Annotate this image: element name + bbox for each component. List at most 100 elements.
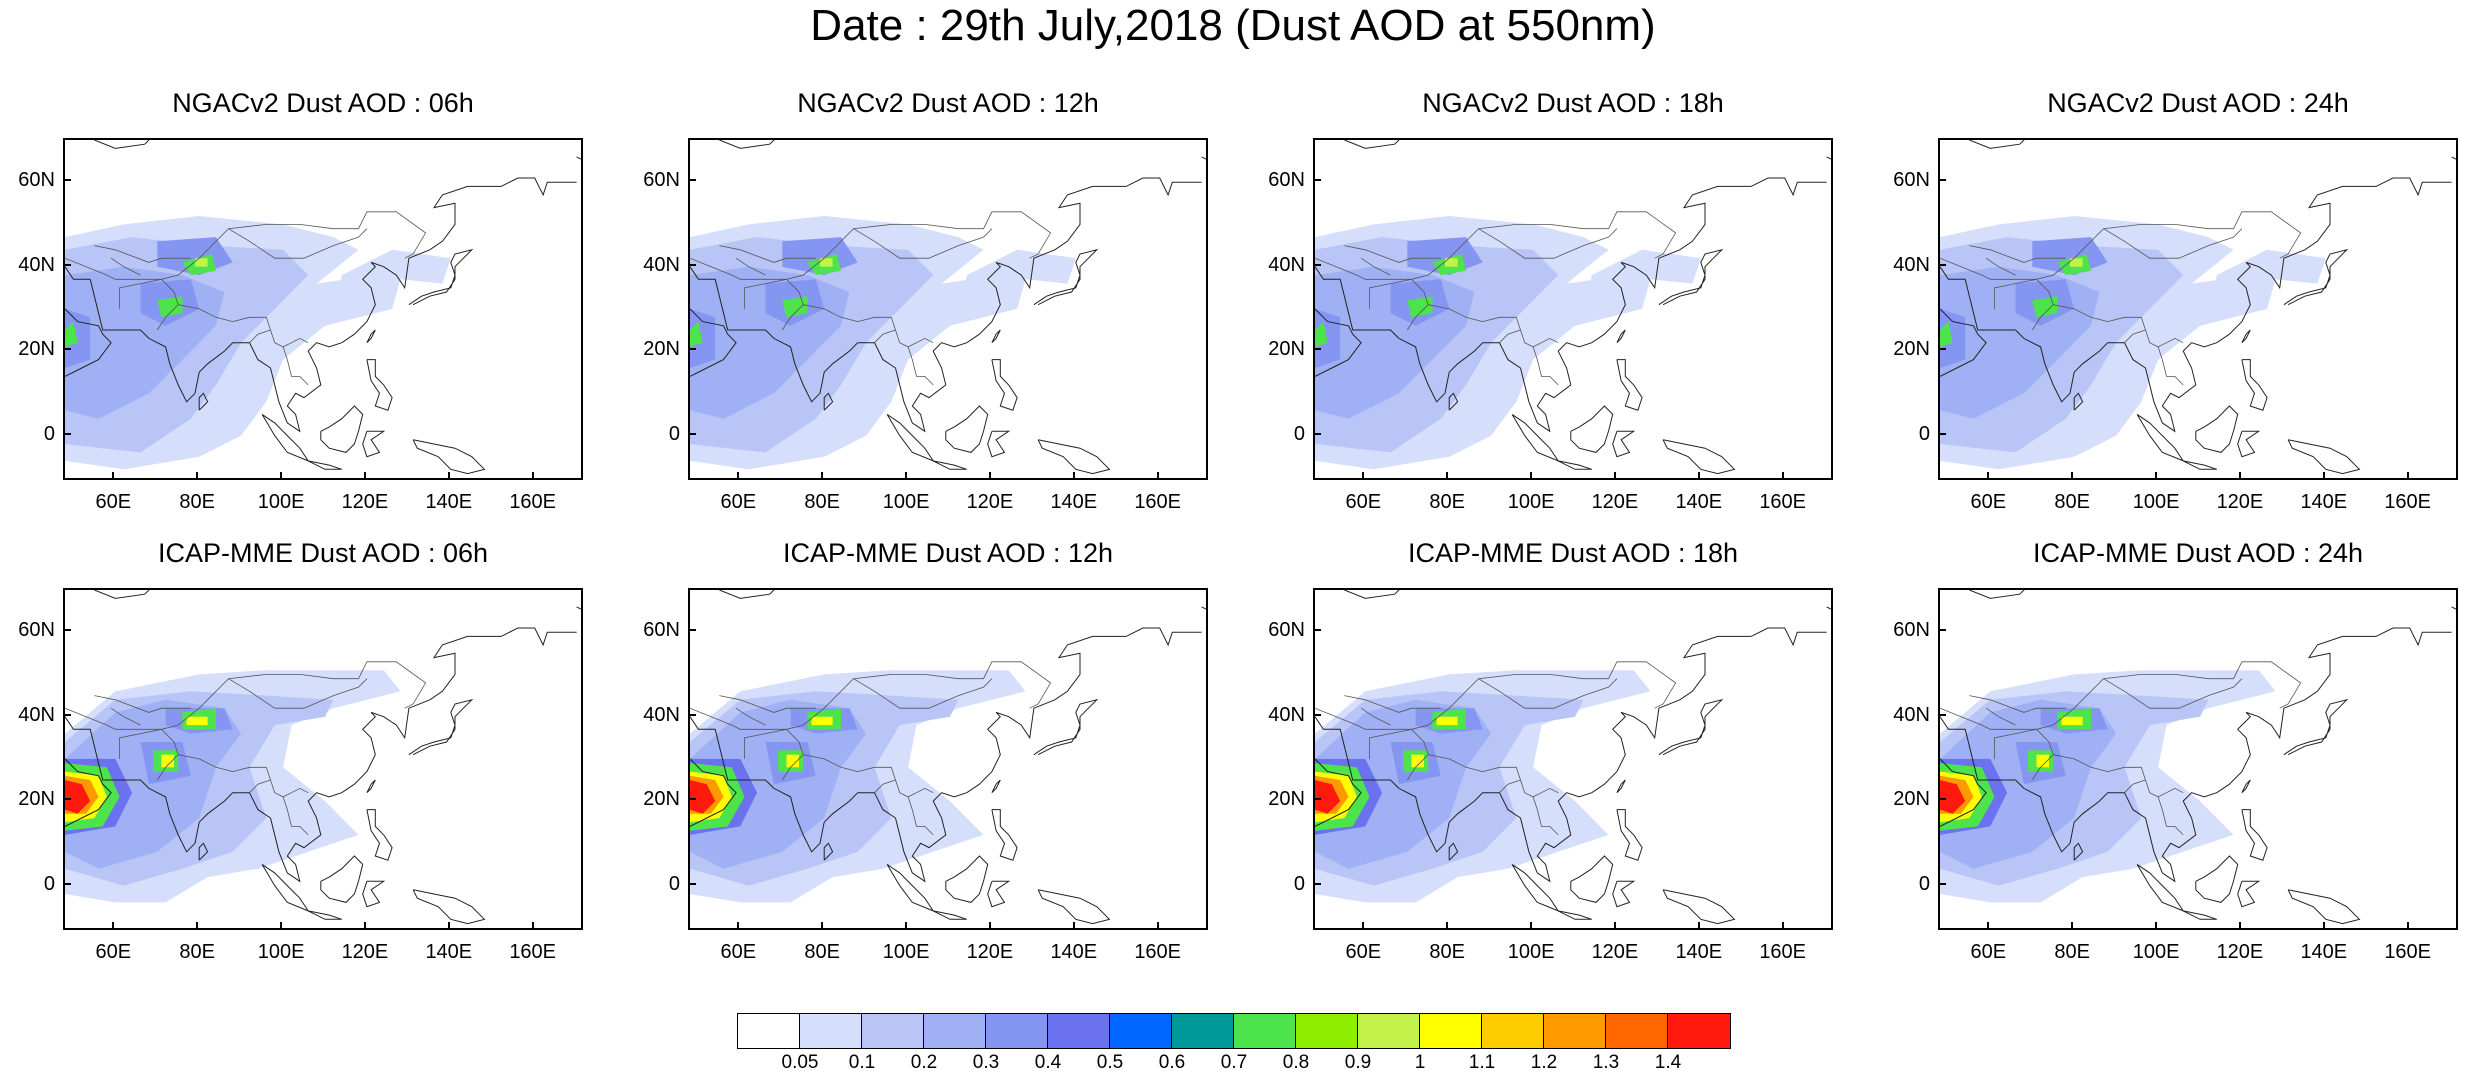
lat-tick-label: 0 bbox=[668, 422, 680, 445]
lon-tick-label: 80E bbox=[179, 491, 215, 513]
lon-tick-label: 60E bbox=[720, 941, 757, 963]
lat-tick-mark bbox=[688, 629, 696, 632]
dust-aod-area bbox=[2032, 296, 2058, 318]
coastline bbox=[1616, 359, 1643, 411]
lon-tick-mark bbox=[1446, 922, 1449, 930]
country-border bbox=[719, 245, 816, 263]
coastline bbox=[1940, 627, 2452, 883]
country-border bbox=[282, 796, 309, 836]
lat-tick-label: 60N bbox=[643, 169, 680, 192]
dust-aod-area bbox=[690, 308, 716, 368]
lon-tick-mark bbox=[2406, 922, 2409, 930]
coastline bbox=[987, 880, 1011, 908]
country-border bbox=[907, 346, 934, 386]
map-canvas bbox=[65, 140, 581, 475]
colorbar-label: 1 bbox=[1414, 1052, 1426, 1073]
country-border bbox=[1344, 245, 1441, 263]
dust-aod-area bbox=[1583, 249, 1701, 322]
lon-tick-mark bbox=[988, 922, 991, 930]
dust-aod-area bbox=[333, 249, 451, 322]
lat-tick-label: 40N bbox=[18, 703, 55, 726]
lat-tick-mark bbox=[1313, 263, 1321, 266]
dust-aod-area bbox=[1407, 296, 1433, 318]
coastline bbox=[261, 413, 310, 462]
coastline bbox=[1557, 910, 1592, 920]
dust-aod-area bbox=[186, 716, 208, 726]
lat-tick-mark bbox=[1938, 629, 1946, 632]
coastline bbox=[1616, 329, 1626, 344]
coastline bbox=[1511, 413, 1560, 462]
country-border bbox=[1985, 257, 2016, 276]
country-border bbox=[1315, 211, 1677, 280]
coastline bbox=[65, 177, 577, 433]
country-border bbox=[1532, 796, 1559, 836]
coastline bbox=[2073, 392, 2084, 411]
colorbar-label: 0.05 bbox=[781, 1052, 819, 1073]
lon-tick-label: 160E bbox=[1759, 941, 1807, 963]
country-border bbox=[2157, 796, 2184, 836]
lat-tick-label: 20N bbox=[1893, 788, 1930, 811]
coastline bbox=[1940, 177, 2452, 433]
lon-tick-label: 100E bbox=[2132, 941, 2180, 963]
lat-tick-mark bbox=[1313, 713, 1321, 716]
country-border bbox=[65, 211, 427, 280]
coastline bbox=[690, 308, 737, 377]
coastline bbox=[1662, 439, 1736, 475]
lon-tick-label: 120E bbox=[1591, 941, 1639, 963]
coastline bbox=[1201, 606, 1206, 610]
country-border bbox=[1532, 346, 1559, 386]
lat-tick-label: 40N bbox=[1268, 703, 1305, 726]
lon-tick-label: 140E bbox=[2300, 491, 2348, 513]
dust-aod-area bbox=[958, 249, 1076, 322]
coastline bbox=[65, 627, 577, 883]
lon-tick-label: 160E bbox=[2384, 941, 2432, 963]
lon-tick-label: 160E bbox=[2384, 491, 2432, 513]
colorbar-label: 0.8 bbox=[1282, 1052, 1310, 1073]
country-border bbox=[110, 257, 141, 276]
coastline bbox=[991, 779, 1001, 794]
lon-tick-mark bbox=[2238, 472, 2241, 480]
panel-title: ICAP-MME Dust AOD : 06h bbox=[157, 538, 489, 568]
coastline bbox=[408, 698, 474, 756]
map-panel: ICAP-MME Dust AOD : 06h 60N 40N 20N 0 60E 80E 1… bbox=[3, 538, 623, 980]
dust-aod-area bbox=[2036, 754, 2049, 768]
dust-aod-area bbox=[786, 754, 799, 768]
lon-tick-label: 120E bbox=[966, 491, 1014, 513]
coastline bbox=[1201, 156, 1206, 160]
coastline bbox=[1344, 140, 1400, 149]
coastline bbox=[1315, 758, 1362, 827]
country-border bbox=[1478, 678, 1618, 709]
lon-tick-label: 120E bbox=[341, 941, 389, 963]
coastline bbox=[1511, 863, 1560, 912]
country-border bbox=[2145, 779, 2184, 798]
figure-title: Date : 29th July,2018 (Dust AOD at 550nm… bbox=[810, 1, 1656, 50]
coastline bbox=[2136, 863, 2185, 912]
colorbar-label: 0.1 bbox=[848, 1052, 876, 1073]
map-canvas bbox=[65, 590, 581, 925]
country-border bbox=[94, 245, 191, 263]
lon-tick-label: 80E bbox=[2054, 491, 2090, 513]
lon-tick-label: 160E bbox=[1759, 491, 1807, 513]
coastline bbox=[2241, 329, 2251, 344]
lon-tick-mark bbox=[112, 922, 115, 930]
country-border bbox=[1994, 278, 2054, 331]
lon-tick-mark bbox=[1362, 922, 1365, 930]
lat-tick-label: 60N bbox=[643, 619, 680, 642]
country-border bbox=[65, 661, 427, 730]
colorbar bbox=[737, 1013, 1731, 1049]
lon-tick-mark bbox=[531, 922, 534, 930]
country-border bbox=[853, 228, 993, 259]
lat-tick-mark bbox=[63, 629, 71, 632]
colorbar-label: 1.3 bbox=[1592, 1052, 1620, 1073]
colorbar-label: 1.2 bbox=[1530, 1052, 1558, 1073]
coastline bbox=[261, 863, 310, 912]
lat-tick-label: 20N bbox=[1268, 338, 1305, 361]
lat-tick-label: 60N bbox=[1893, 619, 1930, 642]
lat-tick-label: 60N bbox=[1268, 619, 1305, 642]
coastline bbox=[2237, 880, 2261, 908]
lon-tick-mark bbox=[1530, 922, 1533, 930]
map-canvas bbox=[1940, 140, 2456, 475]
coastline bbox=[307, 460, 342, 470]
lat-tick-mark bbox=[688, 432, 696, 435]
lon-tick-label: 160E bbox=[509, 491, 557, 513]
